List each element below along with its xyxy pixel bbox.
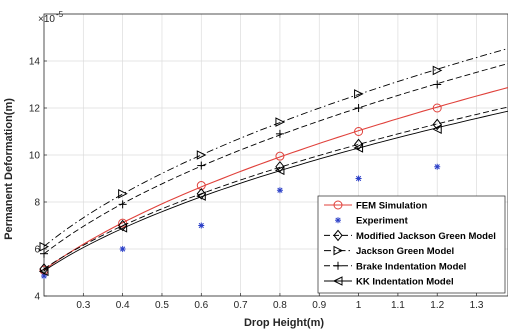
data-point — [118, 219, 128, 232]
data-point — [432, 65, 443, 76]
y-tick-label: 8 — [34, 198, 40, 209]
data-point — [275, 151, 285, 161]
legend-label: KK Indentation Model — [356, 277, 454, 288]
legend-marker — [335, 217, 341, 224]
x-axis-ticks: 0.3 0.4 0.5 0.6 0.7 0.8 0.9 1 1.1 1.2 1.3 — [76, 293, 484, 311]
data-point — [354, 89, 364, 99]
legend-item: Brake Indentation Model — [324, 261, 466, 272]
y-axis-label: Permanent Deformation(m) — [3, 98, 15, 240]
data-point — [40, 249, 48, 258]
legend-marker — [333, 229, 343, 242]
legend-label: Jackson Green Model — [356, 246, 454, 257]
legend-label: Brake Indentation Model — [356, 261, 466, 272]
data-point — [38, 266, 49, 277]
data-point — [118, 200, 127, 209]
data-point — [276, 187, 283, 194]
series-3 — [39, 48, 508, 252]
data-point — [118, 188, 128, 199]
series-0 — [39, 86, 508, 275]
data-point — [274, 165, 285, 176]
series-1 — [41, 163, 441, 280]
data-point — [119, 246, 126, 252]
legend: FEM Simulation Experiment Modified Jackson… — [317, 195, 506, 294]
data-point — [432, 118, 442, 131]
legend-item: Experiment — [335, 216, 409, 227]
y-exponent-base: ×10 — [38, 14, 55, 25]
y-tick-label: 6 — [34, 245, 40, 256]
legend-item: FEM Simulation — [324, 200, 427, 212]
series — [38, 48, 508, 280]
data-point — [432, 103, 442, 113]
data-point — [196, 191, 206, 201]
series-4 — [40, 63, 508, 258]
data-point — [432, 124, 442, 134]
data-point — [196, 150, 207, 160]
x-tick-label: 0.7 — [234, 300, 248, 311]
x-tick-label: 0.5 — [155, 300, 169, 311]
data-point — [354, 104, 363, 112]
data-point — [118, 218, 128, 228]
y-tick-label: 4 — [34, 292, 40, 303]
data-point — [275, 117, 286, 127]
legend-item: KK Indentation Model — [324, 276, 454, 288]
y-exponent-power: -5 — [56, 10, 64, 19]
legend-item: Jackson Green Model — [324, 245, 454, 257]
legend-marker — [333, 245, 344, 256]
y-tick-label: 14 — [29, 57, 41, 68]
data-point — [433, 80, 442, 89]
legend-item: Modified Jackson Green Model — [324, 229, 496, 242]
y-tick-label: 10 — [29, 151, 41, 162]
legend-marker — [332, 276, 343, 286]
data-point — [353, 143, 364, 153]
data-point — [117, 223, 128, 233]
data-point — [355, 175, 362, 182]
legend-box — [317, 195, 506, 294]
data-point — [275, 129, 284, 138]
legend-marker — [334, 261, 342, 270]
legend-label: Experiment — [356, 216, 409, 227]
data-point — [197, 161, 206, 170]
series-line — [43, 86, 508, 271]
x-tick-label: 0.3 — [76, 300, 90, 311]
x-tick-label: 1.1 — [391, 300, 405, 311]
legend-label: FEM Simulation — [356, 201, 427, 212]
y-tick-label: 12 — [29, 104, 41, 115]
x-tick-label: 0.6 — [194, 300, 208, 311]
x-tick-label: 0.4 — [116, 300, 130, 311]
x-tick-label: 1.3 — [470, 300, 484, 311]
x-tick-label: 1 — [356, 300, 362, 311]
x-axis-label: Drop Height(m) — [244, 317, 324, 329]
x-tick-label: 0.9 — [312, 300, 326, 311]
data-point — [354, 127, 364, 136]
data-point — [39, 263, 49, 275]
series-line — [43, 106, 508, 270]
legend-marker — [333, 200, 343, 210]
data-point — [434, 163, 441, 170]
x-tick-label: 1.2 — [430, 300, 444, 311]
data-point — [196, 187, 206, 200]
data-point — [198, 222, 205, 229]
legend-label: Modified Jackson Green Model — [356, 231, 496, 242]
data-point — [39, 241, 50, 252]
y-axis-ticks: 4 6 8 10 12 14 — [29, 57, 47, 303]
series-5 — [38, 110, 508, 277]
x-tick-label: 0.8 — [273, 300, 287, 311]
